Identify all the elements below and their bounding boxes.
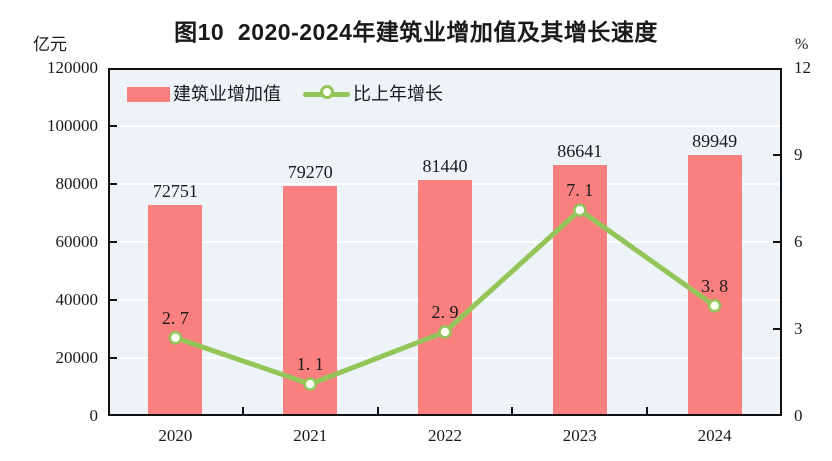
line-marker-icon bbox=[303, 377, 317, 391]
line-value-label: 1. 1 bbox=[296, 354, 324, 375]
right-axis-unit: % bbox=[795, 36, 809, 53]
bar-value-label: 79270 bbox=[287, 162, 333, 183]
left-axis-tick bbox=[108, 241, 117, 243]
x-tick-label: 2020 bbox=[158, 426, 193, 445]
y-tick-label-left: 120000 bbox=[47, 58, 98, 77]
bar bbox=[418, 179, 472, 416]
right-axis-tick bbox=[773, 328, 782, 330]
legend-line-label: 比上年增长 bbox=[353, 84, 443, 104]
x-axis-tick bbox=[646, 407, 649, 416]
growth-line-svg bbox=[168, 203, 722, 391]
y-tick-label-right: 0 bbox=[794, 406, 803, 425]
y-axis-right-labels: 12 9 6 3 0 bbox=[792, 58, 832, 425]
x-tick-label: 2024 bbox=[697, 426, 732, 445]
growth-line bbox=[172, 207, 718, 387]
y-axis-left-labels: 120000 100000 80000 60000 40000 20000 0 bbox=[0, 58, 99, 425]
plot-area: 建筑业增加值 比上年增长 72751 79270 81440 86641 89949 2.… bbox=[108, 68, 782, 416]
bar-value-label: 81440 bbox=[422, 155, 468, 176]
right-axis-tick bbox=[773, 154, 782, 156]
y-tick-label-left: 60000 bbox=[55, 232, 99, 251]
y-tick-label-right: 3 bbox=[794, 319, 803, 338]
y-tick-label-right: 12 bbox=[794, 58, 811, 77]
x-axis-tick bbox=[241, 407, 244, 416]
line-value-label: 2. 9 bbox=[431, 301, 459, 322]
y-tick-label-right: 6 bbox=[794, 232, 803, 251]
x-tick-label: 2022 bbox=[428, 426, 462, 445]
right-axis-tick bbox=[773, 241, 782, 243]
y-tick-label-left: 0 bbox=[89, 406, 99, 425]
x-axis-tick bbox=[511, 407, 514, 416]
x-axis-tick bbox=[376, 407, 379, 416]
y-tick-label-right: 9 bbox=[794, 145, 803, 164]
gridline bbox=[108, 125, 782, 127]
bar-value-label: 89949 bbox=[692, 131, 738, 152]
y-tick-label-left: 40000 bbox=[55, 290, 99, 309]
line-value-label: 7. 1 bbox=[566, 180, 594, 201]
line-marker-icon bbox=[168, 330, 183, 345]
bar bbox=[148, 205, 203, 416]
x-axis-labels: 2020 2021 2022 2023 2024 bbox=[108, 422, 782, 450]
bar-value-label: 86641 bbox=[557, 140, 603, 161]
left-axis-tick bbox=[108, 299, 117, 301]
y-tick-label-left: 100000 bbox=[47, 116, 98, 135]
line-value-label: 3. 8 bbox=[701, 275, 729, 296]
legend: 建筑业增加值 比上年增长 bbox=[108, 68, 782, 114]
left-axis-tick bbox=[108, 125, 117, 127]
legend-line-marker-icon bbox=[320, 85, 334, 99]
legend-bar-swatch bbox=[127, 87, 170, 102]
chart-title: 图10 2020-2024年建筑业增加值及其增长速度 bbox=[174, 19, 658, 45]
line-marker-icon bbox=[573, 203, 587, 217]
legend-bar-label: 建筑业增加值 bbox=[173, 84, 281, 104]
bar bbox=[687, 155, 742, 416]
line-marker-icon bbox=[707, 299, 722, 313]
left-axis-unit: 亿元 bbox=[33, 35, 67, 54]
line-value-label: 2. 7 bbox=[161, 307, 189, 328]
left-axis-tick bbox=[108, 357, 117, 359]
y-tick-label-left: 80000 bbox=[55, 174, 99, 193]
x-tick-label: 2023 bbox=[562, 426, 597, 445]
line-marker-icon bbox=[438, 325, 452, 339]
y-tick-label-left: 20000 bbox=[55, 348, 99, 367]
x-tick-label: 2021 bbox=[293, 426, 328, 445]
bar-value-label: 72751 bbox=[152, 181, 198, 202]
left-axis-tick bbox=[108, 183, 117, 185]
